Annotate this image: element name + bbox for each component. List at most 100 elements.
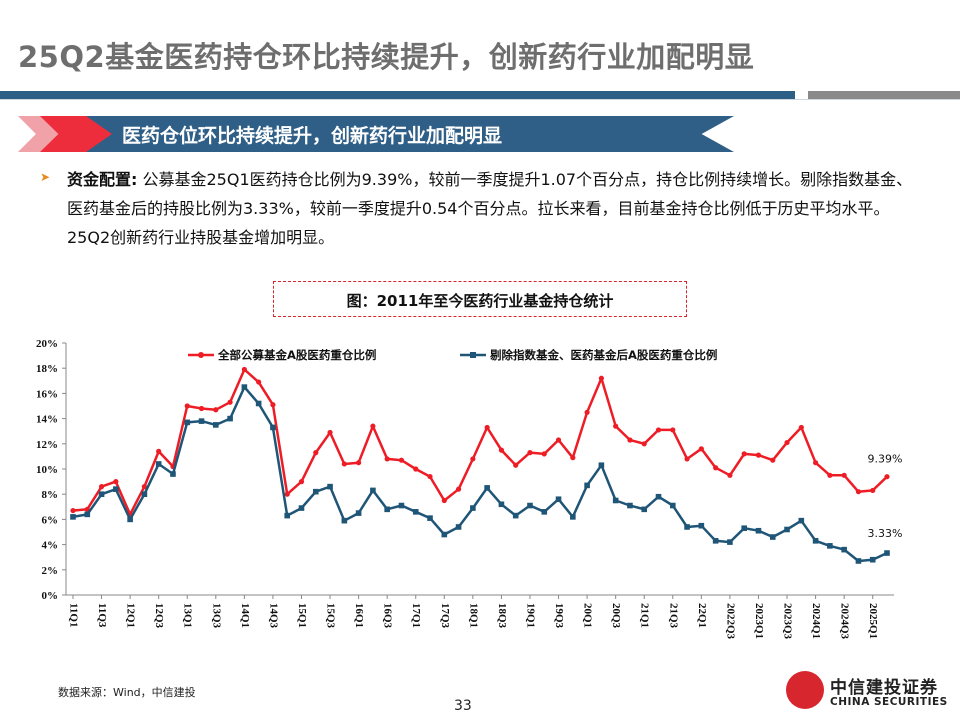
data-point-all-funds xyxy=(241,366,247,373)
data-point-excl-index xyxy=(698,522,705,529)
data-point-excl-index xyxy=(355,510,362,516)
page-title: 25Q2基金医药持仓环比持续提升，创新药行业加配明显 xyxy=(18,40,755,74)
data-point-all-funds xyxy=(541,451,547,457)
data-point-all-funds xyxy=(827,472,833,478)
data-point-all-funds xyxy=(384,456,390,462)
x-tick-label: 16Q1 xyxy=(353,603,365,628)
x-tick-label: 13Q3 xyxy=(210,603,222,629)
data-point-excl-index xyxy=(170,471,176,477)
data-point-all-funds xyxy=(284,491,290,497)
data-point-excl-index xyxy=(341,517,348,524)
x-tick-label: 20Q1 xyxy=(582,603,594,628)
data-point-all-funds xyxy=(770,457,776,463)
data-point-excl-index xyxy=(755,527,762,534)
data-point-excl-index xyxy=(370,487,376,494)
x-tick-label: 12Q3 xyxy=(153,603,165,629)
data-point-all-funds xyxy=(98,484,105,490)
end-value-label: 9.39% xyxy=(868,453,903,466)
x-tick-label: 2025Q1 xyxy=(867,603,879,639)
data-point-all-funds xyxy=(727,472,733,478)
data-point-all-funds xyxy=(684,456,690,462)
data-point-all-funds xyxy=(441,497,447,504)
data-point-excl-index xyxy=(98,491,105,497)
data-point-all-funds xyxy=(527,450,533,456)
data-point-all-funds xyxy=(670,427,676,433)
data-point-excl-index xyxy=(113,486,119,492)
data-point-all-funds xyxy=(184,403,190,409)
data-point-all-funds xyxy=(613,423,619,429)
y-tick-label: 18% xyxy=(36,363,58,375)
x-tick-label: 21Q1 xyxy=(639,603,651,628)
data-point-all-funds xyxy=(298,479,305,485)
data-point-all-funds xyxy=(455,486,462,492)
data-point-excl-index xyxy=(812,538,819,544)
data-point-excl-index xyxy=(727,539,733,545)
x-tick-label: 18Q3 xyxy=(496,603,508,629)
figure-caption-box: 图：2011年至今医药行业基金持仓统计 xyxy=(273,281,687,317)
data-point-excl-index xyxy=(427,515,433,521)
series-excl-index-line xyxy=(72,385,888,563)
page-number: 33 xyxy=(454,698,472,714)
header-rule-gray xyxy=(808,91,960,99)
legend-marker xyxy=(198,352,204,358)
x-tick-label: 15Q3 xyxy=(325,603,337,629)
data-point-excl-index xyxy=(684,524,690,530)
data-point-all-funds xyxy=(227,399,233,405)
data-point-excl-index xyxy=(527,502,533,509)
data-point-excl-index xyxy=(512,512,519,519)
data-point-all-funds xyxy=(513,462,519,468)
data-point-excl-index xyxy=(70,514,76,520)
series-all-funds-line xyxy=(72,368,888,516)
data-point-all-funds xyxy=(798,424,804,431)
data-point-excl-index xyxy=(827,543,833,549)
data-point-excl-index xyxy=(570,514,576,520)
legend-label: 全部公募基金A股医药重仓比例 xyxy=(217,348,376,362)
data-point-all-funds xyxy=(627,437,633,443)
data-point-all-funds xyxy=(841,472,847,478)
data-point-excl-index xyxy=(598,462,605,469)
data-point-all-funds xyxy=(498,447,505,453)
bullet-label: 资金配置: xyxy=(67,170,138,189)
legend-label: 剔除指数基金、医药基金后A股医药重仓比例 xyxy=(489,348,717,362)
data-point-all-funds xyxy=(570,455,576,461)
data-point-excl-index xyxy=(441,531,448,538)
summary-paragraph: 资金配置: 公募基金25Q1医药持仓比例为9.39%，较前一季度提升1.07个百… xyxy=(67,165,927,252)
data-point-excl-index xyxy=(884,550,890,556)
data-point-excl-index xyxy=(298,505,305,511)
data-point-excl-index xyxy=(784,526,790,533)
data-point-all-funds xyxy=(484,424,490,431)
data-point-excl-index xyxy=(241,384,248,390)
data-source: 数据来源：Wind，中信建投 xyxy=(58,686,196,699)
x-tick-label: 20Q3 xyxy=(610,603,622,629)
y-tick-label: 14% xyxy=(36,414,58,426)
x-tick-label: 19Q1 xyxy=(524,603,536,628)
data-point-excl-index xyxy=(712,538,719,544)
data-point-all-funds xyxy=(870,487,876,494)
x-tick-label: 22Q1 xyxy=(696,603,708,628)
data-point-excl-index xyxy=(270,424,276,431)
bullet-arrow-icon: ➤ xyxy=(40,170,51,184)
data-point-excl-index xyxy=(455,524,462,530)
figure-title: 图：2011年至今医药行业基金持仓统计 xyxy=(346,292,614,310)
data-point-excl-index xyxy=(227,415,233,422)
y-tick-label: 6% xyxy=(42,514,59,526)
x-tick-label: 19Q3 xyxy=(553,603,565,629)
x-tick-label: 2023Q3 xyxy=(782,603,794,640)
data-point-all-funds xyxy=(141,484,148,490)
data-point-all-funds xyxy=(713,465,719,471)
data-point-excl-index xyxy=(284,512,291,519)
data-point-all-funds xyxy=(198,405,205,412)
data-point-all-funds xyxy=(113,479,119,485)
y-tick-label: 12% xyxy=(36,439,58,451)
header-rule-blue xyxy=(0,91,795,99)
logo-text-en: CHINA SECURITIES xyxy=(830,696,948,708)
data-point-excl-index xyxy=(384,506,390,513)
data-point-all-funds xyxy=(855,489,862,495)
data-point-excl-index xyxy=(255,400,262,407)
data-point-all-funds xyxy=(213,407,219,413)
data-point-excl-index xyxy=(541,509,548,515)
y-tick-label: 8% xyxy=(42,489,59,501)
data-point-all-funds xyxy=(641,441,647,447)
data-point-excl-index xyxy=(669,502,676,509)
data-point-excl-index xyxy=(627,502,633,509)
